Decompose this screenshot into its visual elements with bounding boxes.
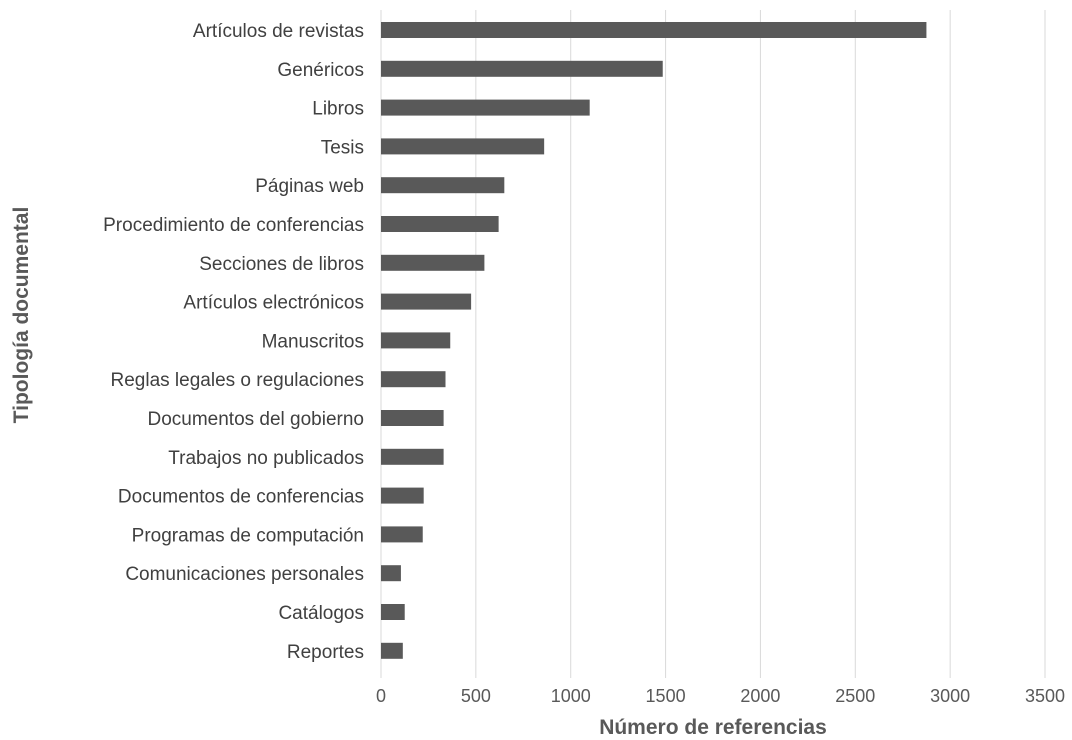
x-axis-title: Número de referencias: [599, 716, 827, 739]
bar: [381, 138, 545, 155]
bar: [381, 99, 590, 116]
bar: [381, 293, 472, 310]
category-label: Tesis: [321, 137, 364, 158]
x-tick-label: 3500: [1025, 686, 1065, 706]
category-label: Secciones de libros: [199, 254, 364, 275]
x-tick-label: 1000: [551, 686, 591, 706]
category-label: Documentos del gobierno: [147, 409, 364, 430]
category-label: Genéricos: [277, 60, 364, 81]
y-axis-title: Tipología documental: [10, 207, 33, 424]
category-label: Artículos de revistas: [193, 21, 364, 42]
bar: [381, 526, 423, 543]
category-label: Reportes: [287, 642, 364, 663]
bar: [381, 642, 403, 659]
bar: [381, 60, 663, 77]
bar: [381, 604, 405, 620]
category-label: Artículos electrónicos: [183, 293, 364, 314]
category-label: Reglas legales o regulaciones: [111, 370, 365, 391]
x-tick-label: 0: [376, 686, 386, 706]
x-tick-label: 2500: [835, 686, 875, 706]
bar: [381, 216, 499, 232]
category-label-layer: Artículos de revistas Genéricos Libros Tesi…: [103, 21, 364, 663]
category-label: Trabajos no publicados: [168, 448, 364, 469]
category-label: Programas de computación: [132, 525, 364, 546]
x-tick-label-layer: 0 500 1000 1500 2000 2500 3000 3500: [376, 686, 1065, 706]
x-tick-label: 3000: [930, 686, 970, 706]
x-tick-label: 1500: [646, 686, 686, 706]
category-label: Catálogos: [278, 603, 364, 624]
x-tick-label: 2000: [740, 686, 780, 706]
category-label: Documentos de conferencias: [118, 487, 364, 508]
category-label: Comunicaciones personales: [125, 564, 364, 585]
category-label: Procedimiento de conferencias: [103, 215, 364, 236]
category-label: Páginas web: [255, 176, 364, 197]
category-label: Manuscritos: [262, 331, 364, 352]
bar-layer: [381, 22, 927, 659]
category-label: Libros: [312, 99, 364, 120]
grid-layer: [380, 10, 1046, 678]
bar: [381, 22, 927, 38]
x-tick-label: 500: [461, 686, 491, 706]
bar: [381, 565, 401, 582]
bar: [381, 177, 505, 194]
bar: [381, 410, 444, 426]
bar: [381, 371, 446, 388]
bar: [381, 448, 444, 465]
bar: [381, 332, 451, 349]
bar: [381, 487, 424, 504]
bar: [381, 254, 485, 271]
